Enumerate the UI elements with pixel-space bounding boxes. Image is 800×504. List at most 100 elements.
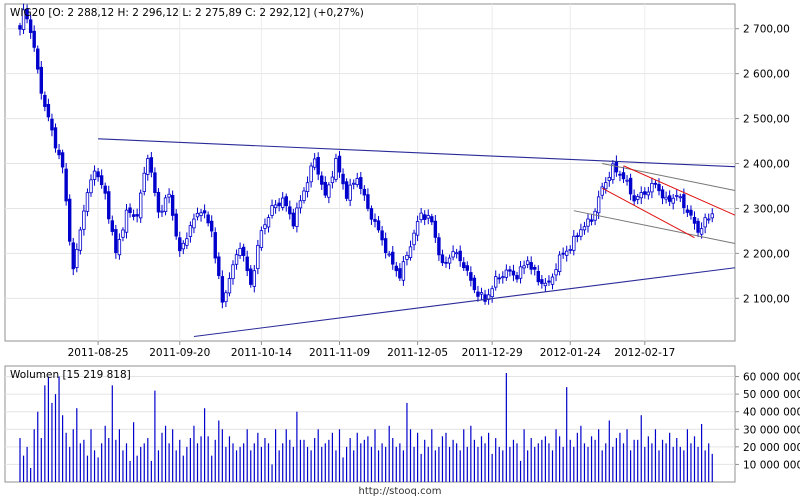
candle-body <box>305 182 310 192</box>
candle-body <box>593 210 597 221</box>
candle-body <box>675 195 679 197</box>
candle-body <box>451 251 455 258</box>
candle-body <box>703 217 707 228</box>
candle-body <box>202 210 207 214</box>
candle-body <box>344 181 349 199</box>
candle-body <box>575 235 580 238</box>
candle-body <box>476 291 480 297</box>
candle-body <box>227 278 232 294</box>
candle-body <box>529 262 533 270</box>
candle-body <box>557 254 562 272</box>
candle-body <box>596 196 601 214</box>
candle-body <box>181 242 185 250</box>
candle-body <box>46 104 51 118</box>
candle-body <box>241 246 246 256</box>
candle-body <box>387 253 391 256</box>
candle-body <box>586 218 590 227</box>
candle-body <box>511 270 516 276</box>
candle-body <box>114 229 118 253</box>
candle-body <box>280 197 285 208</box>
candle-body <box>660 189 665 199</box>
price-x-tick-label: 2011-08-25 <box>68 347 129 359</box>
candle-body <box>401 261 406 281</box>
candle-body <box>142 172 146 192</box>
candle-body <box>99 175 104 186</box>
candle-body <box>156 191 161 213</box>
candle-body <box>394 265 398 272</box>
candle-body <box>376 220 381 231</box>
candle-body <box>568 249 572 251</box>
candle-body <box>249 268 253 285</box>
candle-body <box>309 165 313 183</box>
candle-body <box>213 232 217 259</box>
candle-body <box>312 158 317 168</box>
candle-body <box>582 226 587 231</box>
grey-channel-upper <box>602 163 736 191</box>
price-y-tick-label: 2 500,00 <box>743 114 790 126</box>
volume-y-axis-labels: 10 000 000 20 000 000 30 000 000 40 000 000… <box>743 372 800 472</box>
price-y-tick-label: 2 600,00 <box>743 69 790 81</box>
candle-body <box>692 216 697 224</box>
candle-body <box>671 197 675 204</box>
volume-y-tick-label: 20 000 000 <box>743 442 800 454</box>
resistance-trendline <box>98 138 736 168</box>
grey-channel-lower <box>573 210 736 244</box>
price-x-tick-label: 2011-12-29 <box>462 347 523 359</box>
candle-body <box>643 191 647 195</box>
candle-body <box>653 182 658 185</box>
candle-body <box>25 8 29 20</box>
candle-body <box>330 176 335 184</box>
candle-body <box>632 195 636 202</box>
candle-body <box>540 279 544 284</box>
candle-body <box>36 48 40 70</box>
candle-body <box>412 232 416 246</box>
candle-body <box>217 256 221 277</box>
candle-body <box>153 172 157 193</box>
candle-body <box>625 179 629 182</box>
candle-body <box>508 269 512 272</box>
candle-body <box>465 265 469 271</box>
candle-body <box>323 181 327 196</box>
candle-body <box>291 212 296 227</box>
candle-body <box>405 254 409 260</box>
candle-body <box>604 182 608 190</box>
candle-body <box>579 229 583 237</box>
candle-body <box>373 219 377 222</box>
candle-body <box>298 200 303 209</box>
candle-body <box>515 275 519 280</box>
candle-body <box>277 202 281 207</box>
candle-body <box>18 25 22 30</box>
candle-body <box>341 173 345 185</box>
candle-body <box>245 256 249 272</box>
candle-body <box>430 216 434 223</box>
candle-body <box>288 206 292 215</box>
candle-body <box>469 272 473 281</box>
candle-body <box>437 237 441 256</box>
price-x-axis-labels: 2011-08-25 2011-09-20 2011-10-14 2011-11-09… <box>68 347 676 359</box>
candle-body <box>256 244 260 270</box>
candle-body <box>316 157 320 175</box>
candle-body <box>320 175 324 185</box>
candle-body <box>334 157 338 180</box>
candle-body <box>259 230 264 248</box>
candle-body <box>117 239 122 256</box>
candle-body <box>536 270 540 283</box>
candle-body <box>238 247 242 256</box>
candle-body <box>600 186 604 196</box>
red-channel-lower <box>601 187 695 239</box>
price-x-tick-label: 2012-01-24 <box>540 347 601 359</box>
candle-body <box>188 225 193 237</box>
candle-body <box>263 224 267 229</box>
candle-body <box>572 235 576 251</box>
candle-body <box>351 182 356 185</box>
candle-body <box>266 217 271 228</box>
candle-body <box>160 210 164 213</box>
trendlines <box>98 138 736 338</box>
candlestick-series <box>18 3 714 309</box>
candle-body <box>678 196 682 199</box>
source-url[interactable]: http://stooq.com <box>358 486 442 497</box>
price-x-tick-label: 2011-12-05 <box>387 347 448 359</box>
candle-body <box>192 218 196 229</box>
candle-body <box>39 66 43 94</box>
candle-body <box>391 251 395 265</box>
